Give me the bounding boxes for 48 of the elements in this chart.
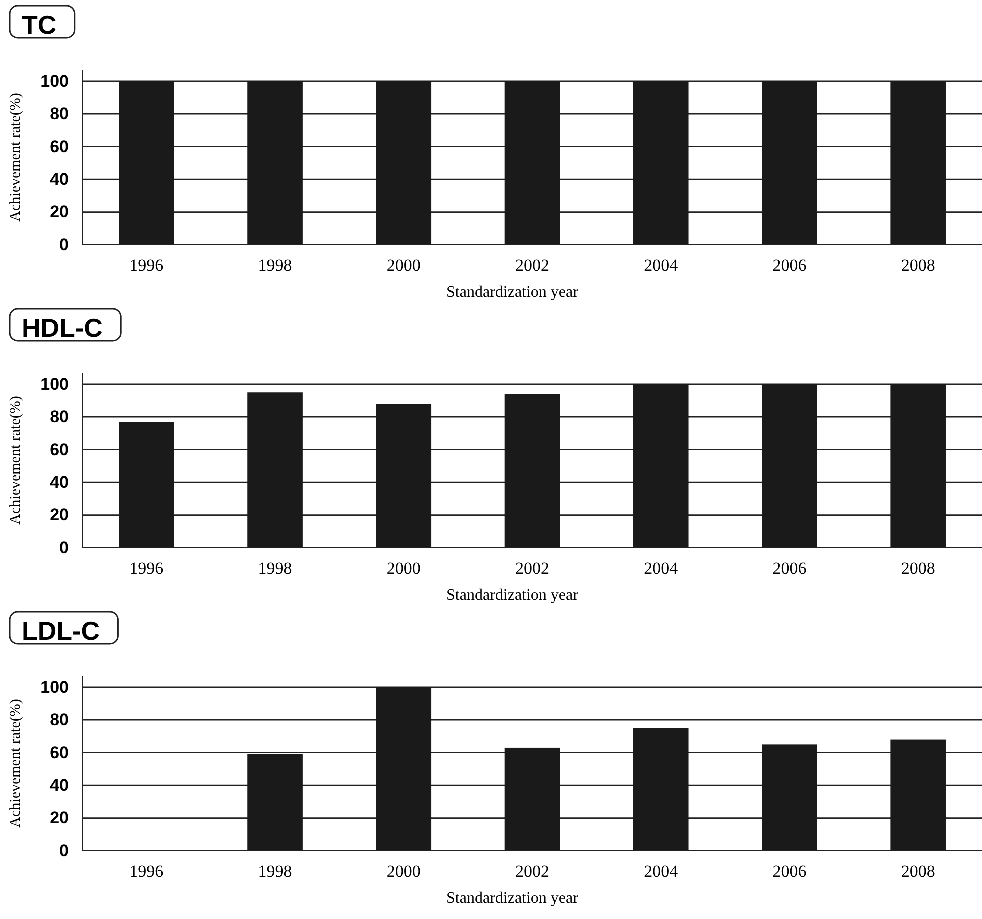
x-tick-label: 1996 <box>130 559 164 578</box>
x-tick-label: 2000 <box>386 256 421 276</box>
x-tick-label: 2006 <box>772 559 807 578</box>
x-axis-title: Standardization year <box>446 284 580 301</box>
y-tick-label: 20 <box>50 808 69 828</box>
x-tick-label: 2006 <box>772 256 807 276</box>
x-tick-label: 2002 <box>516 559 550 578</box>
y-tick-label: 100 <box>40 72 69 91</box>
chart-title: LDL-C <box>22 616 100 646</box>
y-tick-label: 80 <box>50 710 69 730</box>
y-tick-label: 60 <box>50 137 69 156</box>
y-tick-label: 100 <box>40 678 69 697</box>
y-axis-title: Achievement rate(%) <box>8 396 24 525</box>
y-tick-label: 60 <box>50 743 69 762</box>
y-axis-title: Achievement rate(%) <box>8 699 24 828</box>
y-tick-label: 80 <box>50 104 69 124</box>
x-tick-label: 2008 <box>901 559 936 578</box>
y-tick-label: 0 <box>60 235 69 254</box>
y-tick-label: 20 <box>50 202 69 222</box>
x-tick-label: 2000 <box>386 559 421 578</box>
y-tick-label: 60 <box>50 440 69 460</box>
x-tick-label: 2006 <box>772 862 807 882</box>
chart-title: HDL-C <box>22 313 104 343</box>
y-axis-title: Achievement rate(%) <box>8 93 24 222</box>
x-tick-label: 1996 <box>130 256 164 276</box>
x-tick-label: 2004 <box>644 559 679 578</box>
x-tick-label: 1998 <box>258 862 292 882</box>
y-tick-label: 80 <box>50 408 69 427</box>
x-tick-label: 2008 <box>901 862 936 882</box>
y-tick-label: 20 <box>50 506 69 525</box>
x-tick-label: 2008 <box>901 256 936 276</box>
x-tick-label: 2002 <box>516 862 550 882</box>
y-tick-label: 0 <box>60 841 69 860</box>
chart-title: TC <box>22 10 57 40</box>
y-tick-label: 40 <box>50 170 69 190</box>
x-axis-title: Standardization year <box>446 890 580 907</box>
x-tick-label: 1998 <box>258 559 292 578</box>
x-tick-label: 2004 <box>644 862 679 882</box>
y-tick-label: 100 <box>40 374 69 394</box>
x-tick-label: 2002 <box>516 256 550 276</box>
y-tick-label: 0 <box>60 538 69 558</box>
x-tick-label: 2000 <box>386 862 421 882</box>
x-tick-label: 1996 <box>130 862 164 882</box>
y-tick-label: 40 <box>50 776 69 796</box>
x-tick-label: 2004 <box>644 256 679 276</box>
y-tick-label: 40 <box>50 473 69 492</box>
x-axis-title: Standardization year <box>446 587 580 604</box>
x-tick-label: 1998 <box>258 256 292 276</box>
